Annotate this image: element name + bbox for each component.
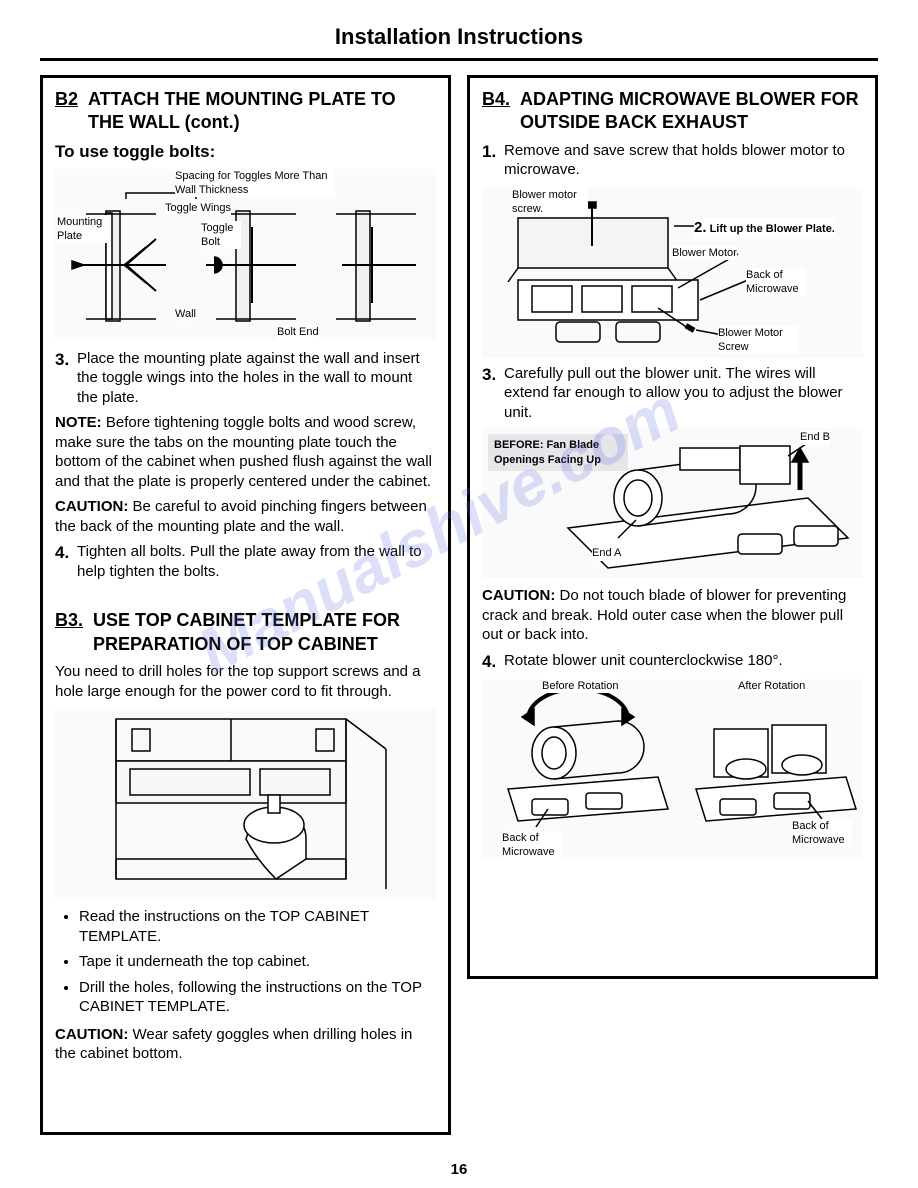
b2-caution-label: CAUTION: (55, 498, 128, 515)
two-column-layout: B2 ATTACH THE MOUNTING PLATE TO THE WALL… (40, 75, 878, 1135)
label-end-a: End A (592, 546, 621, 560)
label-spacing: Spacing for Toggles More Than Wall Thick… (175, 169, 335, 198)
section-b4-id: B4. (482, 88, 510, 135)
b2-note: NOTE: Before tightening toggle bolts and… (55, 413, 436, 491)
section-b3-title: USE TOP CABINET TEMPLATE FOR PREPARATION… (93, 609, 436, 656)
b4-caution: CAUTION: Do not touch blade of blower fo… (482, 586, 863, 645)
section-b2-title: ATTACH THE MOUNTING PLATE TO THE WALL (c… (88, 88, 436, 135)
step-number-4: 4. (55, 542, 73, 581)
label-toggle-wings: Toggle Wings (165, 201, 231, 215)
section-b4-heading: B4. ADAPTING MICROWAVE BLOWER FOR OUTSID… (482, 88, 863, 135)
b4-step2: 2. Lift up the Blower Plate. (694, 218, 835, 238)
blower-plate-diagram: Blower motor screw. 2. Lift up the Blowe… (482, 188, 863, 358)
b2-caution: CAUTION: Be careful to avoid pinching fi… (55, 497, 436, 536)
cabinet-drill-diagram (55, 709, 436, 899)
step-number-3: 3. (55, 349, 73, 408)
blower-unit-diagram: BEFORE: Fan Blade Openings Facing Up End… (482, 428, 863, 578)
right-column: B4. ADAPTING MICROWAVE BLOWER FOR OUTSID… (467, 75, 878, 979)
page-title: Installation Instructions (40, 24, 878, 61)
step-number-1: 1. (482, 141, 500, 180)
b2-step3-text: Place the mounting plate against the wal… (77, 349, 436, 408)
page-number: 16 (0, 1161, 918, 1178)
label-toggle-bolt: Toggle Bolt (201, 221, 241, 250)
section-b2-subhead: To use toggle bolts: (55, 141, 436, 163)
b4-step3: 3. Carefully pull out the blower unit. T… (482, 364, 863, 423)
label-before-rotation: Before Rotation (542, 679, 618, 693)
b2-note-label: NOTE: (55, 414, 102, 431)
section-b2-heading: B2 ATTACH THE MOUNTING PLATE TO THE WALL… (55, 88, 436, 135)
label-blower-motor-screw-2: Blower Motor Screw (718, 326, 798, 355)
step-number-3b: 3. (482, 364, 500, 423)
label-after-rotation: After Rotation (738, 679, 805, 693)
section-b4-title: ADAPTING MICROWAVE BLOWER FOR OUTSIDE BA… (520, 88, 863, 135)
step-number-4b: 4. (482, 651, 500, 673)
label-blower-motor-screw: Blower motor screw. (512, 188, 588, 217)
b3-bullet-3: Drill the holes, following the instructi… (79, 978, 436, 1017)
b2-step3: 3. Place the mounting plate against the … (55, 349, 436, 408)
b2-note-text: Before tightening toggle bolts and wood … (55, 414, 432, 490)
before-fan-blade-box: BEFORE: Fan Blade Openings Facing Up (488, 434, 628, 471)
left-column: B2 ATTACH THE MOUNTING PLATE TO THE WALL… (40, 75, 451, 1135)
b3-bullets: Read the instructions on the TOP CABINET… (61, 907, 436, 1017)
b4-step4: 4. Rotate blower unit counterclockwise 1… (482, 651, 863, 673)
section-b2-id: B2 (55, 88, 78, 135)
b3-intro: You need to drill holes for the top supp… (55, 662, 436, 701)
b2-step4: 4. Tighten all bolts. Pull the plate awa… (55, 542, 436, 581)
label-end-b: End B (800, 430, 830, 444)
b3-caution: CAUTION: Wear safety goggles when drilli… (55, 1025, 436, 1064)
b3-bullet-1: Read the instructions on the TOP CABINET… (79, 907, 436, 946)
b4-step1: 1. Remove and save screw that holds blow… (482, 141, 863, 180)
b4-step3-text: Carefully pull out the blower unit. The … (504, 364, 863, 423)
blower-rotation-diagram: Before Rotation After Rotation Back of M… (482, 679, 863, 859)
label-back-microwave-1: Back of Microwave (502, 831, 562, 860)
section-b3-heading: B3. USE TOP CABINET TEMPLATE FOR PREPARA… (55, 609, 436, 656)
b4-step4-text: Rotate blower unit counterclockwise 180°… (504, 651, 783, 673)
b4-caution-label: CAUTION: (482, 587, 555, 604)
section-b3-id: B3. (55, 609, 83, 656)
b2-step4-text: Tighten all bolts. Pull the plate away f… (77, 542, 436, 581)
b4-step1-text: Remove and save screw that holds blower … (504, 141, 863, 180)
label-wall: Wall (175, 307, 196, 321)
label-bolt-end: Bolt End (277, 325, 319, 339)
label-blower-motor: Blower Motor (672, 246, 737, 260)
b3-bullet-2: Tape it underneath the top cabinet. (79, 952, 436, 972)
label-back-of-microwave: Back of Microwave (746, 268, 806, 297)
b3-caution-label: CAUTION: (55, 1026, 128, 1043)
label-back-microwave-2: Back of Microwave (792, 819, 852, 848)
label-mounting-plate: Mounting Plate (57, 215, 107, 244)
toggle-bolt-diagram: Spacing for Toggles More Than Wall Thick… (55, 169, 436, 339)
